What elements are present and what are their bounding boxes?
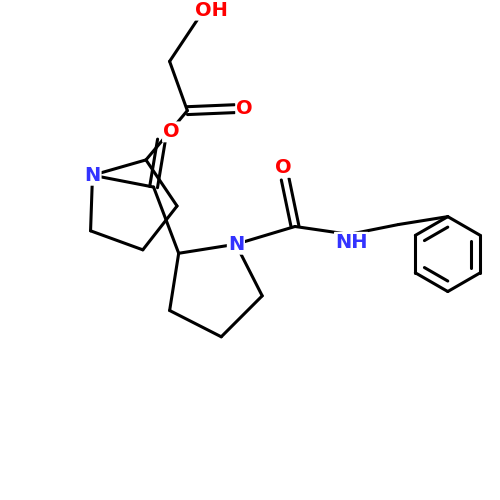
Text: NH: NH (335, 233, 368, 252)
Text: O: O (275, 158, 291, 177)
Text: O: O (163, 122, 180, 142)
Text: N: N (228, 234, 244, 254)
Text: OH: OH (194, 0, 228, 20)
Text: O: O (236, 99, 253, 118)
Text: N: N (84, 166, 100, 184)
